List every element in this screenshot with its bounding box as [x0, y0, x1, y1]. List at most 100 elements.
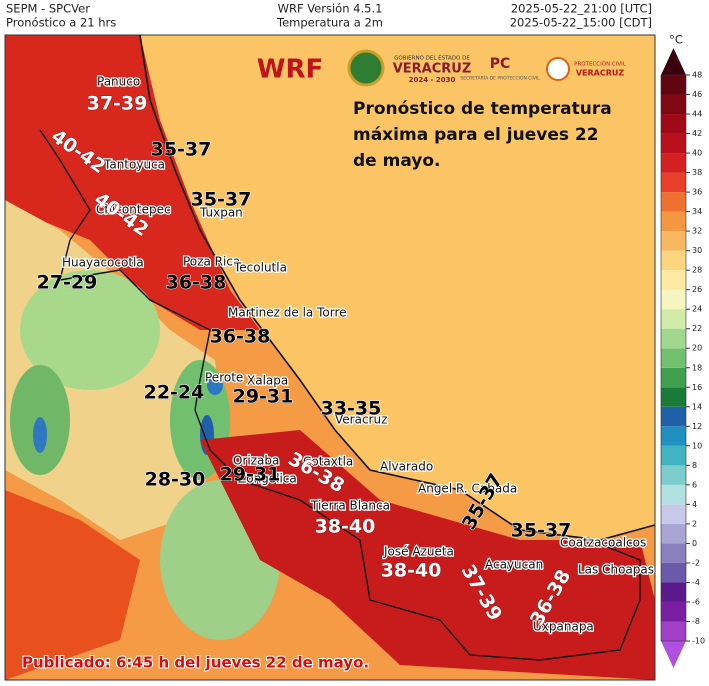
colorbar-band — [661, 192, 686, 212]
place-label: Tuxpan — [199, 206, 243, 220]
coastline — [139, 34, 656, 541]
place-label: Chicontepec — [96, 203, 171, 217]
gov-years: 2024 - 2030 — [409, 76, 456, 84]
place-label: Acayucan — [485, 558, 543, 572]
colorbar-tick-label: 44 — [692, 110, 702, 119]
colorbar-band — [661, 543, 686, 563]
colorbar-band — [661, 133, 686, 154]
colorbar-frame — [660, 74, 687, 642]
place-label: Uxpanapa — [533, 620, 594, 634]
logo-strip — [345, 48, 645, 90]
temperature-range: 37-39 — [87, 93, 148, 115]
temperature-range: 33-35 — [321, 398, 382, 420]
colorbar-band — [661, 94, 686, 115]
colorbar-band — [661, 426, 686, 446]
temperature-range: 35-37 — [191, 189, 252, 211]
colorbar-tick-label: 48 — [692, 71, 702, 80]
colorbar-tick-label: 20 — [692, 344, 702, 353]
colorbar-band — [661, 114, 686, 134]
place-label: Tierra Blanca — [310, 499, 390, 513]
colorbar-tick-label: 32 — [692, 227, 702, 236]
hot-zone — [200, 430, 655, 680]
hot-zone — [5, 490, 140, 680]
colorbar-band — [661, 172, 686, 193]
civil-state: VERACRUZ — [576, 69, 625, 78]
colorbar-tick-label: 4 — [692, 500, 697, 509]
colorbar-band — [661, 445, 686, 466]
place-label: Cotaxtla — [303, 455, 353, 469]
colorbar-band — [661, 289, 686, 310]
temperature-range: 38-40 — [381, 560, 442, 582]
map-frame — [4, 34, 656, 681]
place-label: Tecolutla — [233, 261, 287, 275]
colorbar-band — [661, 582, 686, 602]
place-label: Xalapa — [247, 374, 288, 388]
colorbar-tick-label: 16 — [692, 383, 702, 392]
colorbar-tick-label: 18 — [692, 363, 702, 372]
colorbar-tick-label: 10 — [692, 441, 702, 450]
colorbar-band — [661, 387, 686, 407]
cold-area — [33, 417, 47, 453]
colorbar-band — [661, 309, 686, 329]
place-label: Alvarado — [380, 460, 433, 474]
place-label: Tantoyuca — [103, 158, 165, 172]
forecast-text: Pronóstico de temperatura máxima para el… — [353, 99, 612, 171]
temperature-range: 28-30 — [145, 469, 206, 491]
colorbar-band — [661, 406, 686, 427]
colorbar-bottom — [661, 641, 686, 668]
hot-zone — [5, 35, 260, 330]
gov-state: VERACRUZ — [393, 62, 472, 77]
colorbar-tick-label: -4 — [692, 578, 700, 587]
civil-line: PROTECCIÓN CIVIL — [574, 61, 627, 68]
pc-sub: SECRETARÍA DE PROTECCIÓN CIVIL — [460, 75, 540, 82]
colorbar-tick-label: -6 — [692, 597, 700, 606]
temperature-range: 35-37 — [151, 139, 212, 161]
temperature-range: 36-38 — [210, 326, 271, 348]
cold-area — [207, 375, 223, 395]
temperature-range: 27-29 — [37, 272, 98, 294]
place-label: Perote — [205, 371, 243, 385]
colorbar-tick-label: 34 — [692, 207, 702, 216]
temperature-range: 36-38 — [166, 272, 227, 294]
place-label: Martinez de la Torre — [228, 306, 347, 320]
colorbar-unit: °C — [669, 33, 683, 47]
place-label: Las Choapas — [578, 563, 654, 577]
colorbar-band — [661, 250, 686, 271]
gov-line: GOBIERNO DEL ESTADO DE — [394, 56, 470, 62]
colorbar-tick-label: 22 — [692, 324, 702, 333]
colorbar-tick-label: 2 — [692, 519, 697, 528]
place-label: Panuco — [97, 75, 140, 89]
place-label: Poza Rica — [183, 255, 240, 269]
colorbar-band — [661, 601, 686, 622]
model-logo: WRF — [257, 55, 323, 85]
colorbar-band — [661, 231, 686, 251]
colorbar-band — [661, 465, 686, 485]
colorbar-tick-label: 14 — [692, 402, 702, 411]
header-text: Pronóstico a 21 hrs — [6, 16, 116, 30]
state-border — [39, 129, 641, 661]
header-text: Temperatura a 2m — [276, 16, 383, 30]
green-area — [20, 270, 160, 390]
colorbar-top — [661, 48, 686, 75]
colorbar-tick-label: -10 — [692, 637, 705, 646]
colorbar-tick-label: 42 — [692, 129, 702, 138]
colorbar-band — [661, 153, 686, 173]
colorbar-band — [661, 211, 686, 232]
colorbar-tick-label: 12 — [692, 422, 702, 431]
pc-logo: PC — [490, 56, 511, 72]
header-text: WRF Versión 4.5.1 — [278, 2, 383, 16]
colorbar-tick-label: -8 — [692, 617, 700, 626]
colorbar-tick-label: 28 — [692, 266, 702, 275]
place-label: Orizaba — [233, 454, 279, 468]
colorbar-tick-label: 24 — [692, 305, 702, 314]
colorbar-band — [661, 562, 686, 583]
place-label: Angel R. Cabada — [418, 482, 517, 496]
header-text: 2025-05-22_15:00 [CDT] — [510, 16, 652, 30]
temperature-range: 29-31 — [220, 464, 281, 486]
colorbar-band — [661, 328, 686, 349]
header-text: SEPM - SPCVer — [6, 2, 90, 16]
colorbar-band — [661, 367, 686, 388]
header-text: 2025-05-22_21:00 [UTC] — [511, 2, 652, 16]
